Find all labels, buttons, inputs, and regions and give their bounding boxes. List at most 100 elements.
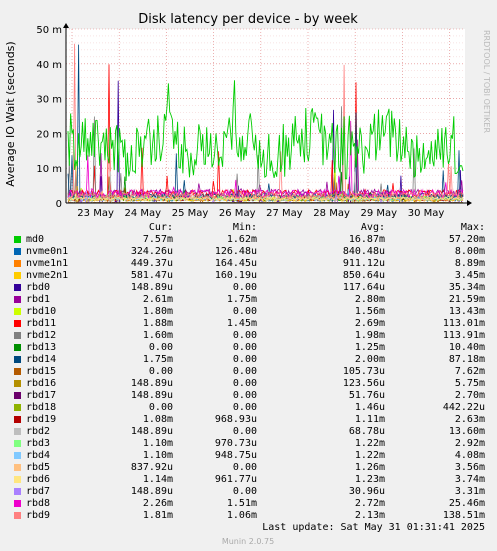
x-tick-label: 29 May (361, 208, 398, 219)
legend-series-name: rbd13 (26, 342, 57, 353)
legend-header-max: Max: (460, 222, 485, 233)
legend-series-name: rbd15 (26, 366, 57, 377)
legend-swatch (14, 356, 21, 363)
legend-series-name: rbd19 (26, 414, 57, 425)
legend-series-name: rbd17 (26, 390, 57, 401)
legend-max-value: 113.91m (442, 330, 485, 341)
legend-cur-value: 1.80m (142, 306, 173, 317)
legend-swatch (14, 368, 21, 375)
legend-max-value: 138.51m (442, 510, 485, 521)
legend-swatch (14, 344, 21, 351)
series-line-rbd5 (67, 190, 464, 202)
legend-swatch (14, 488, 21, 495)
legend-row-rbd6: rbd6 1.14m 961.77u 1.23m 3.74m (0, 474, 497, 486)
legend-row-rbd8: rbd8 2.26m 1.51m 2.72m 25.46m (0, 498, 497, 510)
legend-min-value: 0.00 (232, 306, 257, 317)
axes: 0 10 m 20 m 30 m 40 m 50 m 23 May 24 May 25 May 2… (36, 23, 472, 219)
legend-min-value: 1.51m (226, 498, 257, 509)
legend-series-name: md0 (26, 234, 45, 245)
legend-row-rbd17: rbd17 148.89u 0.00 51.76u 2.70m (0, 390, 497, 402)
legend-swatch (14, 416, 21, 423)
legend-series-name: rbd1 (26, 294, 51, 305)
legend-max-value: 25.46m (448, 498, 485, 509)
legend-avg-value: 1.11m (354, 414, 385, 425)
legend-row-rbd3: rbd3 1.10m 970.73u 1.22m 2.92m (0, 438, 497, 450)
legend-swatch (14, 428, 21, 435)
legend-swatch (14, 320, 21, 327)
legend-swatch (14, 332, 21, 339)
legend-max-value: 21.59m (448, 294, 485, 305)
legend-swatch (14, 248, 21, 255)
legend-min-value: 0.00 (232, 282, 257, 293)
legend-swatch (14, 380, 21, 387)
legend-cur-value: 0.00 (148, 402, 173, 413)
legend: Cur: Min: Avg: Max: md0 7.57m 1.62m 16.87m 5… (0, 222, 497, 522)
legend-row-rbd10: rbd10 1.80m 0.00 1.56m 13.43m (0, 306, 497, 318)
legend-avg-value: 840.48u (342, 246, 385, 257)
legend-series-name: rbd0 (26, 282, 51, 293)
legend-row-rbd19: rbd19 1.08m 968.93u 1.11m 2.63m (0, 414, 497, 426)
legend-cur-value: 1.14m (142, 474, 173, 485)
legend-cur-value: 1.60m (142, 330, 173, 341)
legend-cur-value: 1.81m (142, 510, 173, 521)
legend-max-value: 113.01m (442, 318, 485, 329)
legend-min-value: 0.00 (232, 342, 257, 353)
legend-row-rbd13: rbd13 0.00 0.00 1.25m 10.40m (0, 342, 497, 354)
legend-swatch (14, 464, 21, 471)
legend-avg-value: 30.96u (348, 486, 385, 497)
legend-cur-value: 1.75m (142, 354, 173, 365)
legend-series-name: nvme0n1 (26, 246, 69, 257)
legend-header-cur: Cur: (148, 222, 173, 233)
legend-max-value: 35.34m (448, 282, 485, 293)
legend-series-name: rbd14 (26, 354, 57, 365)
x-tick-label: 25 May (172, 208, 209, 219)
y-tick-label: 50 m (36, 25, 62, 36)
legend-series-name: rbd5 (26, 462, 51, 473)
legend-avg-value: 1.56m (354, 306, 385, 317)
legend-cur-value: 148.89u (130, 378, 173, 389)
legend-row-nvme2n1: nvme2n1 581.47u 160.19u 850.64u 3.45m (0, 270, 497, 282)
legend-min-value: 126.48u (214, 246, 257, 257)
legend-avg-value: 2.00m (354, 354, 385, 365)
x-tick-label: 27 May (266, 208, 303, 219)
legend-cur-value: 581.47u (130, 270, 173, 281)
legend-row-rbd14: rbd14 1.75m 0.00 2.00m 87.18m (0, 354, 497, 366)
legend-min-value: 164.45u (214, 258, 257, 269)
legend-cur-value: 1.10m (142, 450, 173, 461)
legend-swatch (14, 512, 21, 519)
legend-min-value: 0.00 (232, 366, 257, 377)
legend-series-name: rbd8 (26, 498, 51, 509)
legend-series-name: nvme2n1 (26, 270, 69, 281)
legend-avg-value: 1.22m (354, 450, 385, 461)
munin-version: Munin 2.0.75 (222, 537, 274, 546)
legend-cur-value: 1.08m (142, 414, 173, 425)
legend-cur-value: 837.92u (130, 462, 173, 473)
legend-cur-value: 148.89u (130, 486, 173, 497)
legend-avg-value: 1.23m (354, 474, 385, 485)
legend-swatch (14, 272, 21, 279)
plot-area (66, 29, 465, 203)
legend-row-rbd4: rbd4 1.10m 948.75u 1.22m 4.08m (0, 450, 497, 462)
legend-min-value: 970.73u (214, 438, 257, 449)
legend-max-value: 2.92m (454, 438, 485, 449)
legend-avg-value: 16.87m (348, 234, 385, 245)
legend-swatch (14, 260, 21, 267)
legend-max-value: 8.89m (454, 258, 485, 269)
legend-avg-value: 1.46u (354, 402, 385, 413)
legend-series-name: rbd2 (26, 426, 51, 437)
x-tick-label: 24 May (125, 208, 162, 219)
legend-swatch (14, 236, 21, 243)
legend-min-value: 0.00 (232, 486, 257, 497)
legend-cur-value: 7.57m (142, 234, 173, 245)
y-tick-label: 20 m (36, 129, 62, 140)
legend-cur-value: 148.89u (130, 282, 173, 293)
legend-max-value: 13.60m (448, 426, 485, 437)
legend-min-value: 1.45m (226, 318, 257, 329)
legend-row-rbd15: rbd15 0.00 0.00 105.73u 7.62m (0, 366, 497, 378)
legend-avg-value: 1.98m (354, 330, 385, 341)
legend-min-value: 0.00 (232, 402, 257, 413)
legend-avg-value: 105.73u (342, 366, 385, 377)
legend-row-rbd7: rbd7 148.89u 0.00 30.96u 3.31m (0, 486, 497, 498)
legend-row-rbd11: rbd11 1.88m 1.45m 2.69m 113.01m (0, 318, 497, 330)
legend-max-value: 10.40m (448, 342, 485, 353)
